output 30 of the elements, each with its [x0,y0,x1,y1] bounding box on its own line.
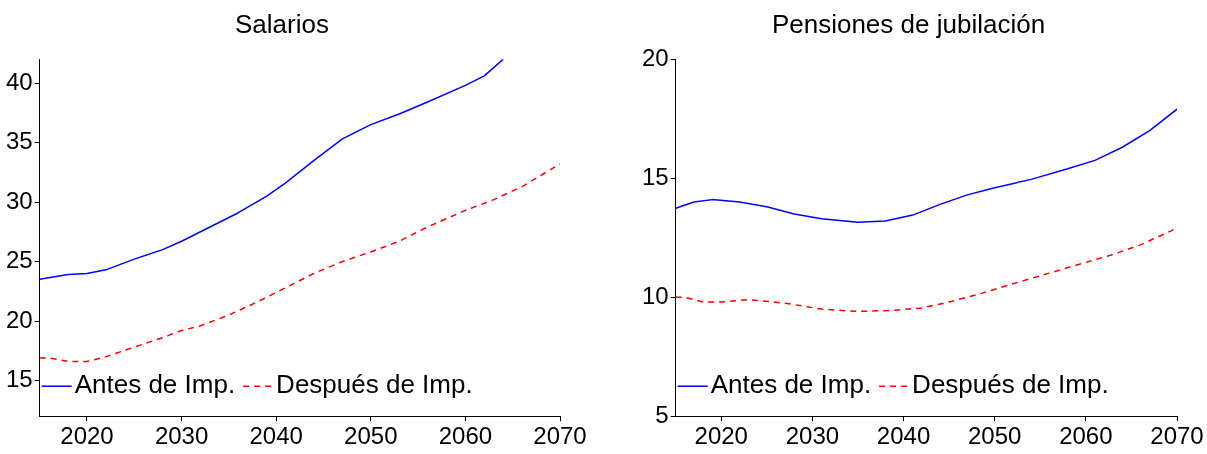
legend-label: Después de Imp. [276,369,473,400]
y-tick-label: 25 [5,246,33,274]
x-tick-label: 2070 [533,422,587,450]
legend-label: Antes de Imp. [74,369,236,400]
x-tick-label: 2050 [968,422,1022,450]
y-tick-label: 40 [5,67,33,95]
legend-label: Después de Imp. [912,369,1109,400]
y-tick-label: 30 [5,186,33,214]
x-tick-label: 2050 [344,422,398,450]
y-tick-label: 35 [5,127,33,155]
y-tick-label: 10 [641,281,669,309]
legend-label: Antes de Imp. [710,369,872,400]
line-series [39,163,560,363]
y-tick-label: 5 [655,400,669,428]
y-tick-label: 15 [5,365,33,393]
y-tick-label: 20 [641,43,669,71]
y-tick-label: 15 [641,162,669,190]
x-tick-label: 2040 [876,422,931,450]
y-tick-label: 20 [5,305,33,333]
x-tick-label: 2060 [438,422,493,450]
x-tick-label: 2020 [694,422,748,450]
x-tick-label: 2070 [1150,422,1204,450]
x-tick-label: 2030 [154,422,209,450]
line-series [675,227,1177,313]
x-tick-label: 2040 [249,422,303,450]
x-tick-label: 2030 [785,422,840,450]
chart-title: Pensiones de jubilación [771,8,1046,39]
chart-title: Salarios [235,8,329,39]
x-tick-label: 2020 [60,422,114,450]
x-tick-label: 2060 [1059,422,1113,450]
